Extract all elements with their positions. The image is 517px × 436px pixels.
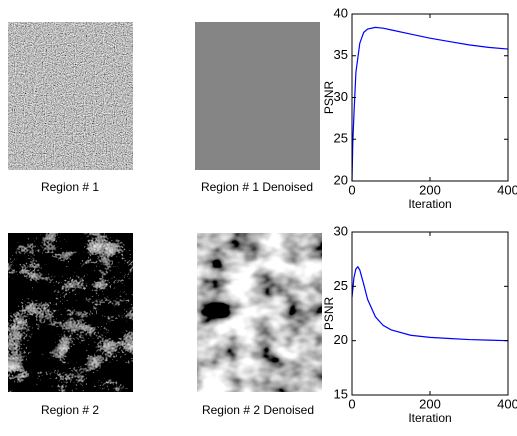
image-caption: Region # 2 Denoised [202,403,314,417]
y-tick-label: 40 [334,5,348,20]
y-tick-label: 25 [334,278,348,293]
x-tick-label: 400 [497,396,517,411]
y-tick-label: 15 [334,386,348,401]
denoised-image [195,22,320,170]
axes-box [351,231,509,396]
image-caption: Region # 1 [41,180,99,194]
x-axis-label: Iteration [408,197,451,211]
denoised-image [197,233,322,392]
y-axis-label: PSNR [322,80,336,114]
y-tick-label: 20 [334,332,348,347]
y-tick-label: 35 [334,47,348,62]
noisy-image [8,22,133,170]
axes-box [351,13,509,182]
x-tick-label: 200 [419,396,441,411]
y-tick-label: 20 [334,172,348,187]
x-axis-label: Iteration [408,411,451,425]
image-caption: Region # 1 Denoised [201,180,313,194]
y-axis-label: PSNR [322,296,336,330]
x-tick-label: 0 [348,182,355,197]
y-tick-label: 30 [334,223,348,238]
x-tick-label: 0 [348,396,355,411]
image-caption: Region # 2 [41,403,99,417]
data-line [351,265,509,342]
x-tick-label: 400 [497,182,517,197]
y-tick-label: 30 [334,89,348,104]
noisy-image [8,233,133,392]
y-tick-label: 25 [334,131,348,146]
x-tick-label: 200 [419,182,441,197]
data-line [351,26,509,182]
